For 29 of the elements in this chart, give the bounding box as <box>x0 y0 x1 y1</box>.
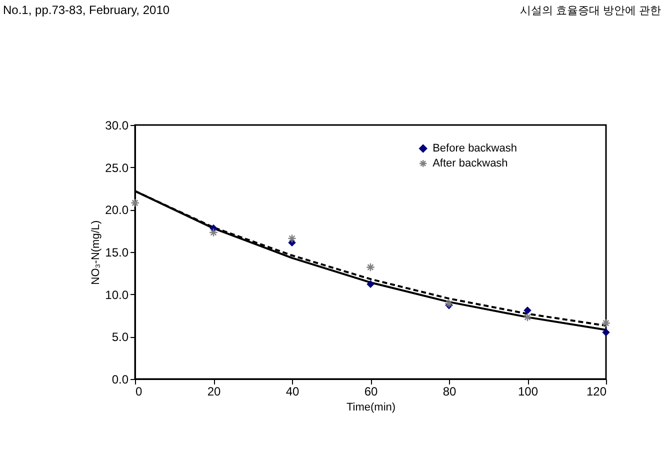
point <box>288 234 296 243</box>
y-tick-label: 0.0 <box>112 372 129 386</box>
legend-label: Before backwash <box>432 142 517 154</box>
y-tick-label: 25.0 <box>105 160 129 175</box>
point <box>366 262 375 272</box>
y-tick-label: 10.0 <box>105 288 129 302</box>
y-tick-label: 5.0 <box>112 330 129 344</box>
x-tick-label: 20 <box>207 384 221 398</box>
legend-label: After backwash <box>432 158 508 170</box>
point <box>366 280 374 288</box>
point <box>524 306 532 314</box>
point <box>602 328 610 336</box>
point <box>602 318 610 328</box>
x-tick-label: 0 <box>136 384 142 398</box>
x-tick-label: 80 <box>442 384 456 398</box>
y-tick-label: 30.0 <box>105 118 129 132</box>
x-tick-label: 120 <box>586 384 607 398</box>
y-tick-label: 15.0 <box>105 246 129 260</box>
point <box>130 198 140 208</box>
x-tick-label: 100 <box>518 384 538 398</box>
text: No.1, pp.73-83, February, 2010 <box>3 3 170 17</box>
x-tick-label: 60 <box>364 384 378 398</box>
point <box>523 312 532 322</box>
text: 시설의 효율증대 방안에 관한 <box>520 5 661 17</box>
y-tick-label: 20.0 <box>105 203 129 218</box>
x-axis-title: Time(min) <box>346 402 396 414</box>
x-tick-label: 40 <box>286 384 300 398</box>
point <box>209 228 218 237</box>
y-axis-title: NO₃-N(mg/L) <box>90 220 102 285</box>
